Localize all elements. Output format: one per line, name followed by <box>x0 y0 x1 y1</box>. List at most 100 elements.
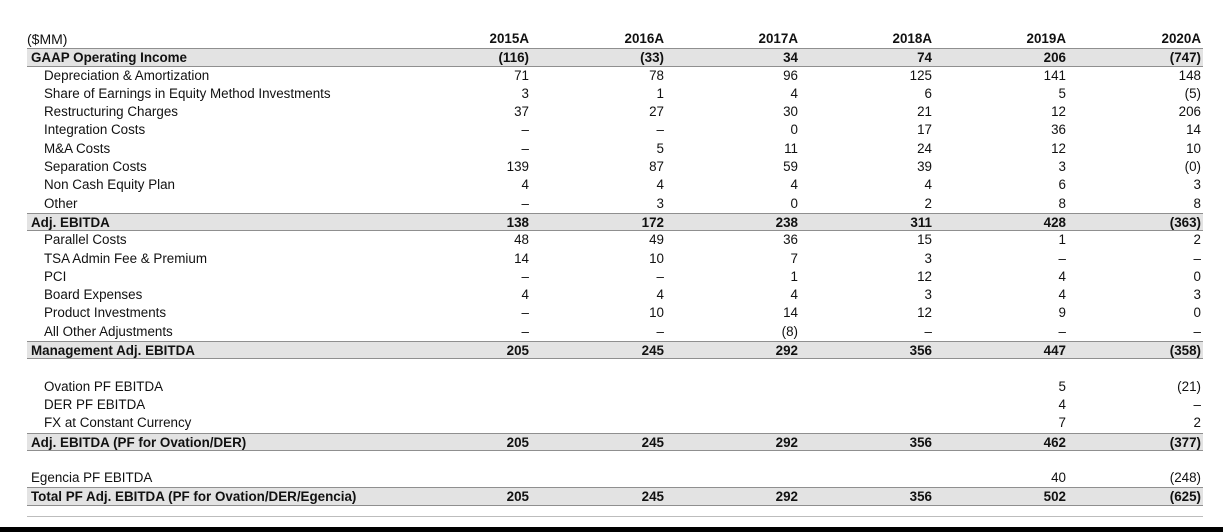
row-value: 8 <box>1058 195 1066 211</box>
row-value: (33) <box>640 50 664 66</box>
row-value: 39 <box>917 159 932 175</box>
row-value: – <box>521 305 529 321</box>
bottom-edge-bar <box>0 527 1223 532</box>
row-spacer <box>27 359 1203 377</box>
year-header: 2017A <box>758 31 798 46</box>
row-value: 1 <box>790 268 798 284</box>
table-row: Depreciation & Amortization 71 78 96 125 141 1… <box>27 67 1203 85</box>
row-value: 49 <box>649 232 664 248</box>
row-value: 6 <box>1058 177 1066 193</box>
row-value: – <box>656 323 664 339</box>
row-value: 4 <box>790 287 798 303</box>
row-value: 205 <box>506 343 529 359</box>
row-value: (248) <box>1169 470 1201 486</box>
row-value: – <box>521 268 529 284</box>
row-label: Egencia PF EBITDA <box>31 470 153 486</box>
table-row: Other – 3 0 2 8 8 <box>27 195 1203 213</box>
row-value: 48 <box>514 232 529 248</box>
row-label: Board Expenses <box>44 287 143 303</box>
row-value: 78 <box>649 67 664 83</box>
row-value: 2 <box>1193 415 1201 431</box>
row-value: 1 <box>1058 232 1066 248</box>
row-value: 4 <box>521 287 529 303</box>
row-label: Integration Costs <box>44 122 146 138</box>
table-row: Product Investments – 10 14 12 9 0 <box>27 304 1203 322</box>
row-value: 125 <box>909 67 932 83</box>
row-value: – <box>1193 250 1201 266</box>
row-value: 9 <box>1058 305 1066 321</box>
table-row: PCI – – 1 12 4 0 <box>27 268 1203 286</box>
row-value: 96 <box>783 67 798 83</box>
row-value: 24 <box>917 140 932 156</box>
row-value: 12 <box>917 268 932 284</box>
unit-label: ($MM) <box>27 31 68 47</box>
row-value: – <box>1193 396 1201 412</box>
row-value: 10 <box>1186 140 1201 156</box>
row-value: 206 <box>1043 50 1066 66</box>
subtotal-row: Adj. EBITDA 138 172 238 311 428 (363) <box>27 212 1203 232</box>
row-value: 311 <box>910 214 932 230</box>
row-value: 292 <box>775 343 798 359</box>
row-value: – <box>656 268 664 284</box>
row-value: – <box>924 323 932 339</box>
row-value: – <box>656 122 664 138</box>
row-value: 172 <box>641 214 664 230</box>
subtotal-row: Adj. EBITDA (PF for Ovation/DER) 205 245 29… <box>27 432 1203 451</box>
row-value: 4 <box>656 287 664 303</box>
row-value: 356 <box>909 434 932 450</box>
row-label: Ovation PF EBITDA <box>44 378 164 394</box>
row-value: (0) <box>1184 159 1201 175</box>
row-value: (747) <box>1169 50 1201 66</box>
row-label: Total PF Adj. EBITDA (PF for Ovation/DER… <box>31 489 357 505</box>
row-value: 21 <box>917 104 932 120</box>
row-label: All Other Adjustments <box>44 323 173 339</box>
row-value: 3 <box>656 195 664 211</box>
row-value: 1 <box>656 85 664 101</box>
row-label: Adj. EBITDA <box>31 214 110 230</box>
row-value: 7 <box>1058 415 1066 431</box>
row-value: 2 <box>924 195 932 211</box>
row-value: – <box>521 122 529 138</box>
table-body: GAAP Operating Income (116) (33) 34 74 206 (74… <box>27 48 1203 506</box>
row-value: 14 <box>783 305 798 321</box>
bottom-divider <box>27 516 1203 517</box>
table-row: Non Cash Equity Plan 4 4 4 4 6 3 <box>27 176 1203 194</box>
row-label: Non Cash Equity Plan <box>44 177 176 193</box>
row-value: 37 <box>514 104 529 120</box>
row-value: 36 <box>783 232 798 248</box>
row-value: 4 <box>1058 268 1066 284</box>
row-value: – <box>1058 250 1066 266</box>
table-row: Ovation PF EBITDA 5 (21) <box>27 378 1203 396</box>
row-spacer <box>27 451 1203 469</box>
row-value: 10 <box>649 305 664 321</box>
table-row: Egencia PF EBITDA 40 (248) <box>27 469 1203 487</box>
table-row: All Other Adjustments – – (8) – – – <box>27 323 1203 341</box>
row-value: 40 <box>1051 470 1066 486</box>
row-value: – <box>1058 323 1066 339</box>
row-value: 6 <box>924 85 932 101</box>
row-value: 206 <box>1178 104 1201 120</box>
row-label: PCI <box>44 268 67 284</box>
row-value: 4 <box>924 177 932 193</box>
row-value: 14 <box>514 250 529 266</box>
row-label: Separation Costs <box>44 159 147 175</box>
year-header: 2018A <box>892 31 932 46</box>
row-label: TSA Admin Fee & Premium <box>44 250 207 266</box>
table-row: Restructuring Charges 37 27 30 21 12 206 <box>27 103 1203 121</box>
row-value: 447 <box>1043 343 1066 359</box>
row-value: 4 <box>790 177 798 193</box>
row-value: (625) <box>1169 489 1201 505</box>
row-value: 3 <box>1193 177 1201 193</box>
table-row: DER PF EBITDA 4 – <box>27 396 1203 414</box>
row-value: 292 <box>775 489 798 505</box>
row-value: 5 <box>1058 85 1066 101</box>
row-value: – <box>521 140 529 156</box>
row-value: 148 <box>1178 67 1201 83</box>
row-value: 238 <box>775 214 798 230</box>
row-value: 356 <box>909 489 932 505</box>
row-value: (8) <box>781 323 798 339</box>
row-value: 4 <box>1058 396 1066 412</box>
table-row: Share of Earnings in Equity Method Inves… <box>27 85 1203 103</box>
row-value: (363) <box>1169 214 1201 230</box>
row-value: – <box>521 323 529 339</box>
